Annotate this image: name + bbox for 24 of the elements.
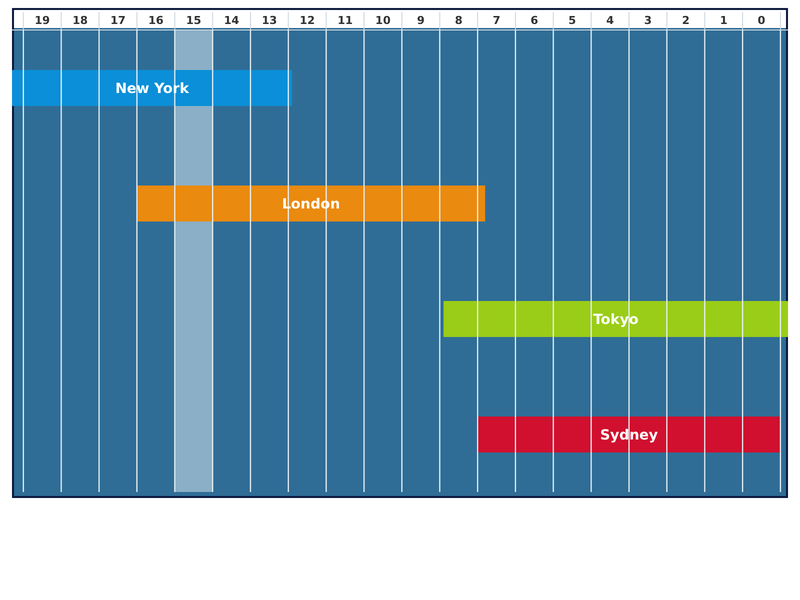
x-tick-label: 12 [300, 14, 315, 27]
x-tick-label: 11 [337, 14, 353, 27]
x-tick-label: 5 [568, 14, 576, 27]
x-tick-label: 19 [34, 14, 50, 27]
x-tick-label: 6 [530, 14, 539, 27]
x-tick-label: 0 [758, 14, 766, 27]
x-tick-label: 17 [110, 14, 126, 27]
bar [136, 186, 486, 222]
x-tick-label: 4 [606, 14, 614, 27]
x-tick-label: 3 [644, 14, 652, 27]
bar [478, 416, 780, 452]
x-tick-label: 18 [72, 14, 88, 27]
bar [12, 70, 292, 106]
x-tick-label: 14 [224, 14, 240, 27]
x-tick-label: 10 [375, 14, 391, 27]
x-tick-label: 7 [492, 14, 500, 27]
x-tick-label: 16 [148, 14, 164, 27]
x-tick-label: 1 [720, 14, 728, 27]
x-tick-label: 15 [186, 14, 202, 27]
x-tick-label: 8 [454, 14, 462, 27]
bar [444, 301, 788, 337]
x-tick-label: 9 [416, 14, 425, 27]
x-tick-label: 13 [262, 14, 278, 27]
x-tick-label: 2 [682, 14, 690, 27]
